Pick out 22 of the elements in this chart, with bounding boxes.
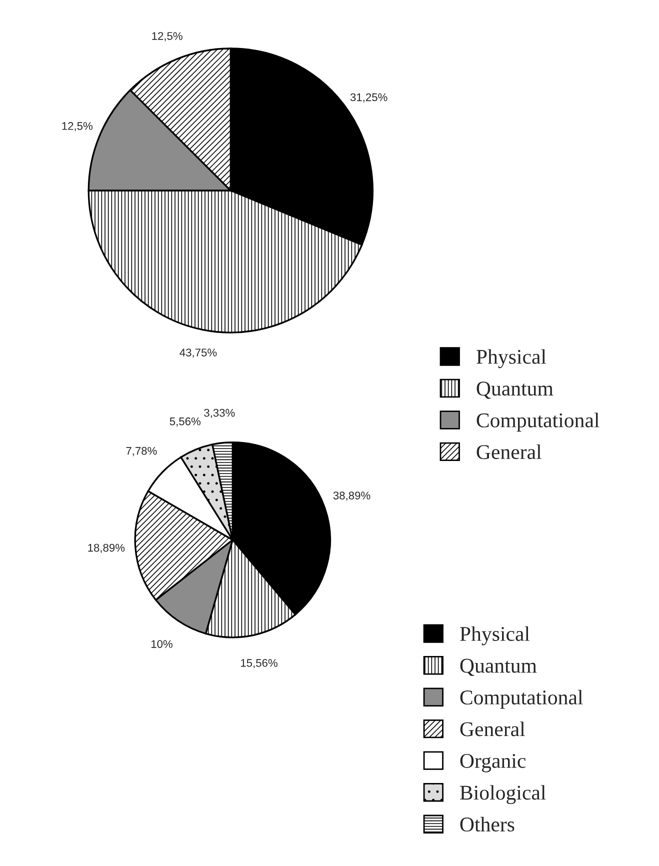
data-label: 12,5% <box>62 122 92 132</box>
legend-label: General <box>476 444 542 460</box>
data-label: 5,56% <box>170 417 200 427</box>
legend-label: Quantum <box>476 382 554 399</box>
data-label: 31,25% <box>350 93 388 102</box>
legend-label: Quantum <box>460 658 537 676</box>
legend-label: Organic <box>460 754 526 772</box>
data-label: 10% <box>151 640 172 648</box>
legend-label: Computational <box>460 690 583 709</box>
legend-label: General <box>460 722 525 736</box>
legend-label: Physical <box>476 349 546 368</box>
data-label: 15,56% <box>241 659 278 668</box>
legend-label: Computational <box>476 412 600 432</box>
legend-label: Biological <box>460 785 546 804</box>
data-label: 43,75% <box>180 348 217 358</box>
legend-label: Physical <box>460 626 530 646</box>
data-label: 3,33% <box>204 408 235 418</box>
data-label: 38,89% <box>333 492 370 501</box>
data-label: 7,78% <box>126 446 157 456</box>
legend-label: Others <box>460 816 514 832</box>
data-label: 12,5% <box>152 32 182 42</box>
data-label: 18,89% <box>88 544 125 554</box>
